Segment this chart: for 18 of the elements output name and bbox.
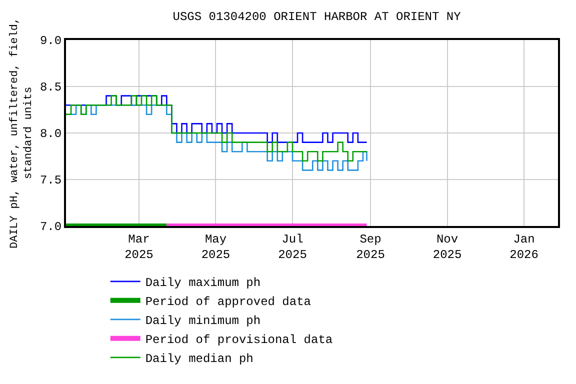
x-tick-label: Mar 2025 <box>124 232 154 262</box>
legend-label: Daily minimum ph <box>145 314 261 328</box>
x-tick-label: Nov 2025 <box>432 232 462 262</box>
legend-label: Period of approved data <box>145 295 311 310</box>
legend-label: Period of provisional data <box>145 333 333 348</box>
x-tick-label: Jan 2026 <box>510 232 538 262</box>
legend-label: Daily median ph <box>145 352 254 366</box>
y-tick-label: 7.5 <box>40 174 62 188</box>
x-tick-label: Jul 2025 <box>278 232 307 262</box>
chart-title: USGS 01304200 ORIENT HARBOR AT ORIENT NY <box>172 10 461 24</box>
y-axis-title: DAILY pH, water, unfiltered, field, standard units <box>8 17 36 249</box>
y-tick-label: 7.0 <box>40 220 62 234</box>
y-tick-label: 9.0 <box>40 34 62 48</box>
x-tick-label: May 2025 <box>201 232 230 262</box>
x-tick-label: Sep 2025 <box>356 232 385 262</box>
legend-label: Daily maximum ph <box>145 276 261 290</box>
y-tick-label: 8.5 <box>40 80 62 95</box>
y-tick-label: 8.0 <box>40 127 62 142</box>
